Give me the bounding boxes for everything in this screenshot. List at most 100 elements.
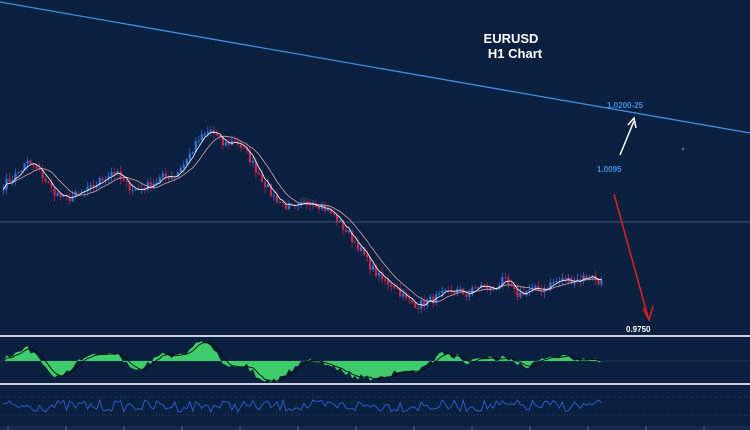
candle-body: [53, 187, 56, 196]
candle-body: [227, 142, 230, 145]
candle-body: [359, 247, 363, 251]
pane-separator-bottom[interactable]: [0, 383, 750, 385]
price-candles: [2, 125, 603, 314]
candle-body: [233, 140, 236, 142]
candle-body: [62, 195, 65, 198]
candle-body: [411, 299, 414, 303]
candle-body: [65, 195, 68, 197]
candle-body: [432, 296, 435, 304]
candle-body: [137, 188, 140, 190]
candle-body: [405, 293, 408, 299]
candle-body: [8, 178, 11, 182]
candle-body: [116, 171, 119, 174]
candle-body: [519, 291, 522, 298]
candle-body: [489, 287, 492, 290]
candle-body: [561, 278, 564, 282]
candle-body: [549, 282, 552, 289]
candle-body: [447, 289, 450, 291]
candle-body: [338, 220, 342, 223]
candle-body: [546, 288, 549, 290]
candle-body: [176, 171, 179, 177]
candle-body: [381, 272, 384, 280]
candle-body: [329, 208, 333, 214]
candle-body: [104, 179, 107, 181]
candle-body: [230, 140, 233, 145]
candle-body: [429, 296, 432, 300]
candle-body: [23, 163, 26, 171]
candle-body: [335, 214, 339, 223]
candle-body: [11, 180, 14, 182]
candle-body: [245, 147, 249, 151]
candle-body: [426, 299, 429, 306]
candle-body: [131, 189, 134, 191]
candle-body: [254, 160, 258, 173]
candle-body: [77, 191, 80, 193]
candle-body: [468, 294, 471, 297]
candle-body: [284, 203, 288, 209]
candle-body: [167, 176, 170, 180]
candle-body: [92, 184, 95, 188]
candle-body: [218, 135, 221, 137]
chart-timeframe-title: H1 Chart: [488, 46, 543, 61]
candle-body: [369, 257, 372, 270]
candle-body: [585, 275, 588, 279]
candle-body: [477, 287, 480, 289]
candle-body: [459, 288, 462, 290]
candle-body: [191, 152, 194, 154]
candle-body: [224, 142, 227, 146]
candle-body: [465, 294, 468, 297]
candle-body: [501, 276, 504, 286]
candle-body: [390, 284, 393, 287]
candle-body: [326, 208, 330, 211]
candle-body: [317, 206, 321, 209]
candle-body: [269, 183, 273, 196]
candle-body: [320, 204, 324, 209]
candle-body: [20, 170, 23, 172]
candle-body: [194, 141, 197, 153]
candle-body: [290, 203, 294, 205]
candle-body: [597, 279, 600, 285]
candle-body: [471, 287, 474, 295]
candle-body: [573, 281, 576, 285]
candle-body: [41, 169, 44, 179]
candle-body: [344, 229, 348, 233]
candle-body: [170, 176, 173, 180]
slow-moving-average: [3, 135, 602, 303]
target-level-label: 0.9750: [626, 325, 651, 334]
candle-body: [149, 182, 152, 189]
candle-body: [420, 300, 423, 309]
candle-body: [266, 183, 270, 188]
candle-body: [179, 167, 182, 172]
candle-body: [516, 289, 519, 298]
candle-body: [356, 242, 360, 251]
resistance-trendline: [0, 1, 750, 134]
candle-body: [155, 182, 158, 184]
pane-separator-top[interactable]: [0, 335, 750, 337]
candle-body: [600, 280, 603, 285]
candle-body: [552, 282, 555, 284]
candle-body: [125, 180, 128, 183]
candle-body: [47, 181, 50, 183]
candle-body: [101, 178, 104, 181]
candle-body: [555, 281, 558, 283]
candle-body: [275, 195, 279, 203]
candle-body: [353, 241, 357, 243]
candle-body: [119, 171, 122, 179]
candle-body: [26, 160, 29, 164]
candle-body: [366, 254, 369, 258]
candle-body: [350, 231, 354, 242]
arrow-down-icon: [613, 193, 654, 323]
candle-body: [492, 287, 495, 290]
candle-body: [314, 204, 318, 207]
candle-body: [570, 277, 573, 285]
candle-body: [543, 288, 546, 293]
candle-body: [402, 293, 405, 297]
candle-body: [215, 133, 218, 136]
candle-body: [387, 279, 390, 285]
candle-body: [441, 290, 444, 294]
candle-body: [263, 181, 267, 188]
oscillator-signal-line: [3, 341, 602, 382]
candle-body: [579, 279, 582, 282]
